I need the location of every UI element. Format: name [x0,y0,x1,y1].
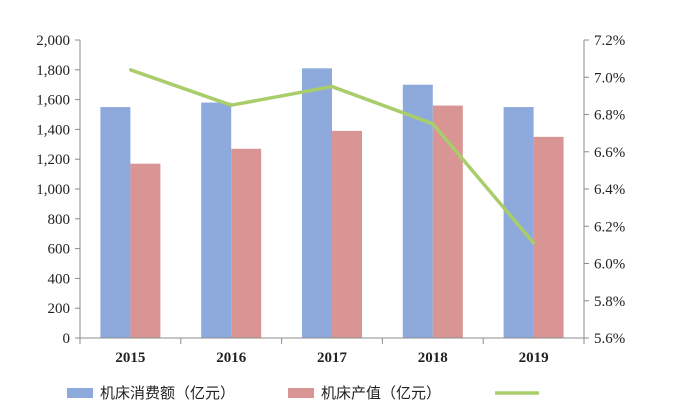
line-point [128,68,132,72]
y-left-tick-label: 2,000 [36,33,70,49]
legend-swatch [67,388,93,398]
y-right-tick-label: 5.6% [594,331,625,347]
legend-swatch [288,388,314,398]
bar [100,107,131,338]
y-left-tick-label: 1,200 [36,152,70,168]
y-right-tick-label: 7.2% [594,33,625,49]
y-right-tick-label: 6.4% [594,182,625,198]
legend-label: 机床消费额（亿元） [100,384,235,402]
line-point [431,122,435,126]
bar [130,163,161,338]
x-tick-label: 2016 [216,350,247,366]
axes-layer: 0 200 400 600 800 1,000 1,200 1,400 1,600 1,800 2,… [36,33,625,366]
legend: 机床消费额（亿元） 机床产值（亿元） [67,384,539,402]
line-point [330,85,334,89]
y-left-tick-label: 800 [48,212,71,228]
bar [402,84,433,338]
y-right-tick-label: 7.0% [594,70,625,86]
y-left-tick-label: 200 [48,301,71,317]
x-tick-label: 2017 [317,350,348,366]
y-left-tick-label: 1,600 [36,93,70,109]
bars-layer [100,68,564,338]
bar [201,102,232,338]
y-right-tick-label: 5.8% [594,294,625,310]
bar [231,148,262,338]
y-right-tick-label: 6.6% [594,145,625,161]
y-left-tick-label: 0 [63,331,71,347]
line-layer [128,68,536,245]
y-left-tick-label: 1,400 [36,122,70,138]
y-left-tick-label: 1,800 [36,63,70,79]
y-left-tick-label: 600 [48,242,71,258]
y-right-tick-label: 6.2% [594,219,625,235]
bar [432,105,463,338]
x-tick-label: 2018 [418,350,448,366]
line-point [229,103,233,107]
bar [302,68,332,338]
x-tick-label: 2019 [519,350,549,366]
line-point [532,241,536,245]
bar [533,136,564,338]
x-tick-label: 2015 [115,350,145,366]
bar [332,130,362,338]
y-left-tick-label: 400 [48,271,71,287]
y-left-tick-label: 1,000 [36,182,70,198]
y-right-tick-label: 6.8% [594,108,625,124]
legend-label: 机床产值（亿元） [321,384,441,402]
bar [503,107,534,338]
y-right-tick-label: 6.0% [594,257,625,273]
